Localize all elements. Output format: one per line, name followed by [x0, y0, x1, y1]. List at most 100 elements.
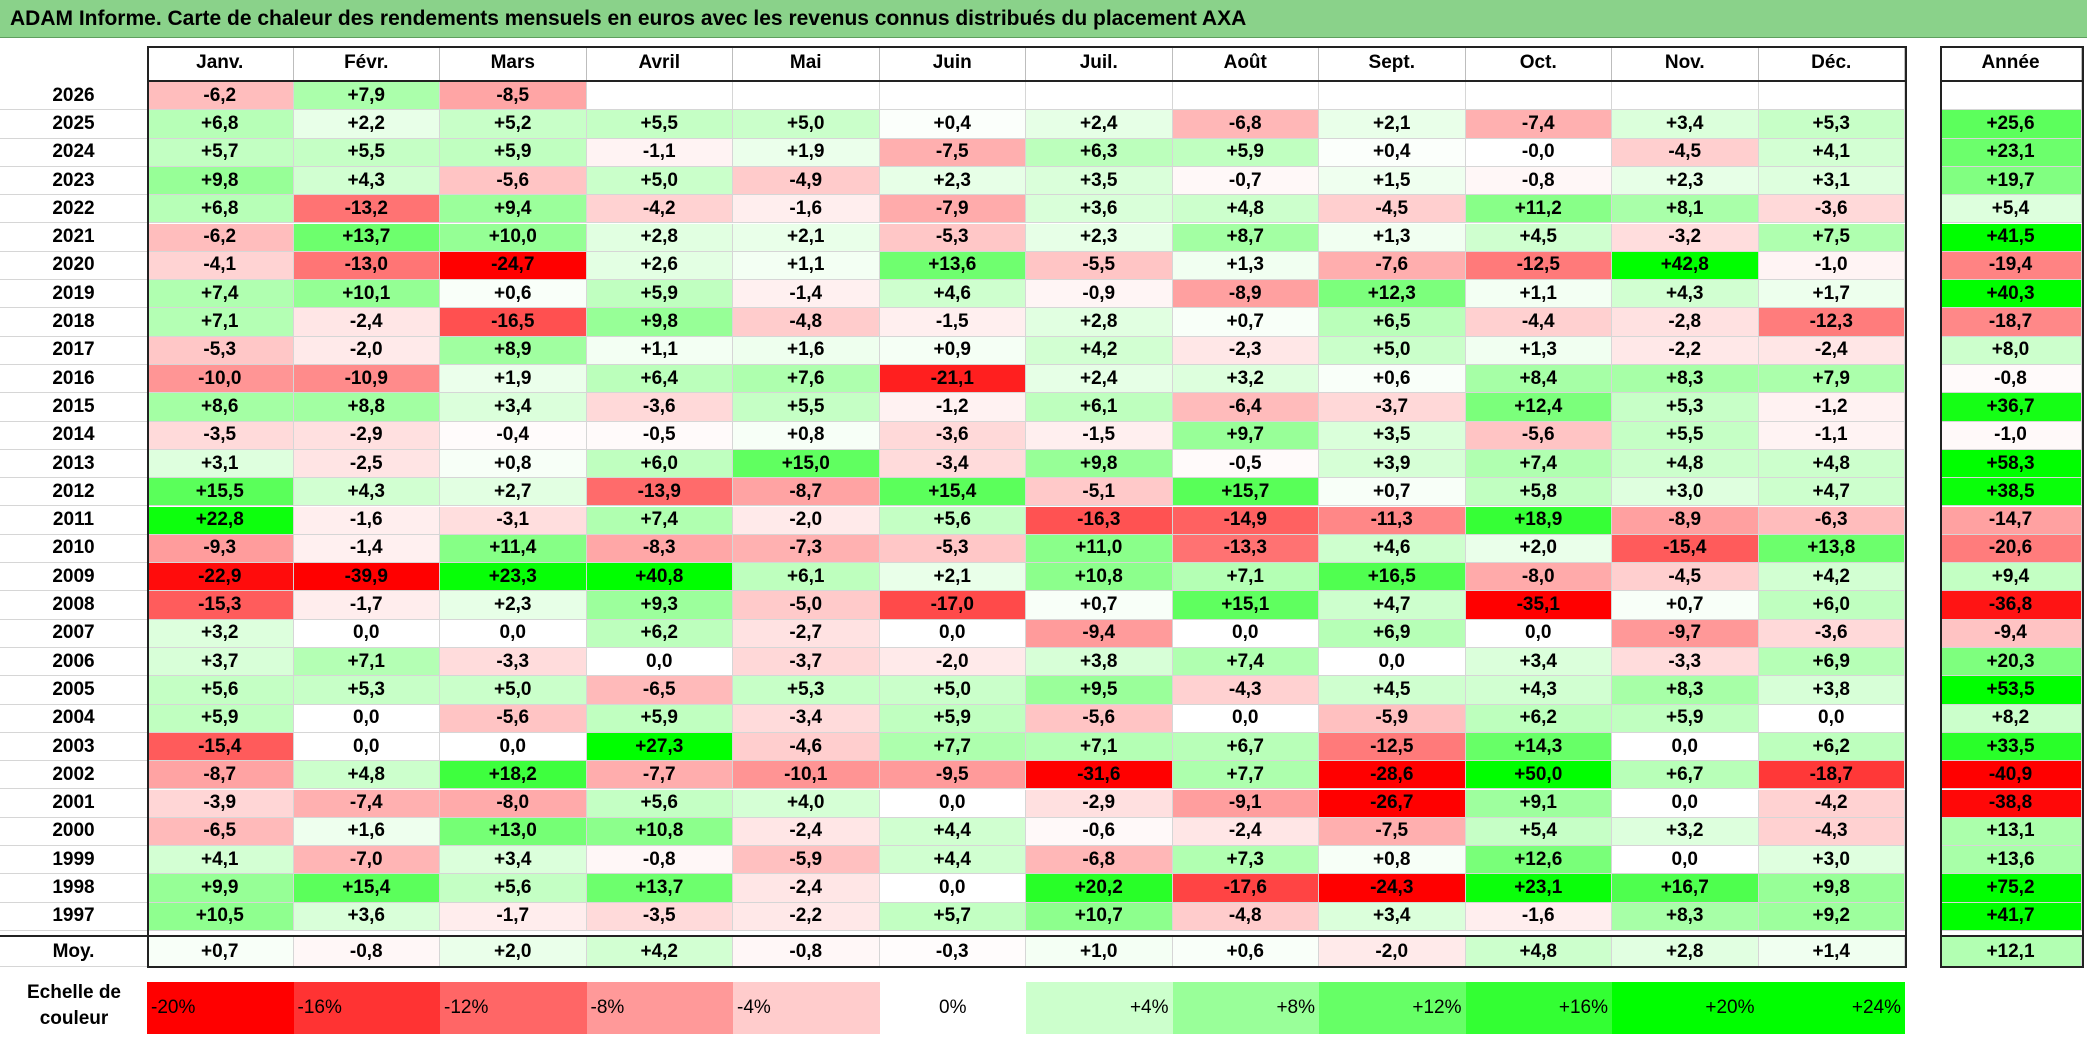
month-header: Oct. [1466, 46, 1612, 80]
heatmap-cell: +12,4 [1465, 393, 1612, 422]
heatmap-cell: +3,2 [1612, 817, 1759, 847]
heatmap-cell: -3,2 [1612, 223, 1759, 252]
color-scale-swatch: +4% [1026, 982, 1173, 1034]
heatmap-cell: +8,8 [293, 393, 440, 422]
heatmap-cell: +2,3 [879, 166, 1026, 196]
annual-cell: +20,3 [1940, 648, 2082, 677]
year-label: 2024 [0, 139, 147, 167]
heatmap-cell: -4,1 [147, 251, 294, 281]
heatmap-cell: -9,1 [1172, 789, 1319, 818]
heatmap-cell: +7,1 [1172, 563, 1319, 592]
heatmap-cell: -3,1 [440, 506, 587, 535]
heatmap-cell: +0,9 [879, 336, 1026, 365]
annual-cell: +58,3 [1940, 449, 2082, 479]
heatmap-cell: +1,6 [733, 336, 880, 365]
heatmap-cell: +10,8 [586, 817, 733, 847]
heatmap-cell: 0,0 [879, 619, 1026, 648]
heatmap-cell: +6,1 [733, 563, 880, 592]
heatmap-cell: -8,9 [1172, 280, 1319, 309]
heatmap-cell [586, 82, 733, 111]
heatmap-cell: 0,0 [1319, 648, 1466, 677]
year-label: 2022 [0, 195, 147, 224]
heatmap-cell: +3,4 [1319, 902, 1466, 931]
heatmap-cell: +2,3 [1026, 223, 1173, 252]
heatmap-cell: +5,3 [293, 676, 440, 705]
heatmap-cell: -8,7 [733, 478, 880, 507]
annual-cell: +33,5 [1940, 732, 2082, 762]
heatmap-cell: -4,3 [1172, 676, 1319, 705]
year-label: 2005 [0, 676, 147, 705]
heatmap-cell: -3,7 [733, 648, 880, 677]
heatmap-cell: -2,8 [1612, 308, 1759, 337]
heatmap-cell: +7,7 [879, 732, 1026, 762]
heatmap-cell: +13,0 [440, 817, 587, 847]
heatmap-cell: +5,5 [1612, 421, 1759, 450]
year-label: 2009 [0, 563, 147, 592]
heatmap-cell: +1,1 [733, 251, 880, 281]
heatmap-cell: +4,1 [147, 846, 294, 875]
heatmap-cell: +6,1 [1026, 393, 1173, 422]
heatmap-cell: -2,5 [293, 449, 440, 479]
heatmap-cell: +4,3 [1612, 280, 1759, 309]
year-label: 2007 [0, 620, 147, 648]
heatmap-cell: 0,0 [293, 732, 440, 762]
heatmap-cell: +2,0 [1465, 534, 1612, 564]
heatmap-cell: +5,9 [1612, 704, 1759, 733]
heatmap-cell: +9,5 [1026, 676, 1173, 705]
annual-cell: +25,6 [1940, 110, 2082, 139]
heatmap-cell: -1,0 [1758, 251, 1905, 281]
heatmap-cell: +1,3 [1319, 223, 1466, 252]
heatmap-cell [1172, 82, 1319, 111]
heatmap-cell: +0,4 [879, 110, 1026, 139]
heatmap-cell: +4,7 [1758, 478, 1905, 507]
heatmap-cell: -4,9 [733, 166, 880, 196]
heatmap-cell: -2,3 [1172, 336, 1319, 365]
heatmap-cell: +3,0 [1612, 478, 1759, 507]
year-label: 2018 [0, 308, 147, 337]
heatmap-cell: -2,2 [1612, 336, 1759, 365]
heatmap-cell: +13,6 [879, 251, 1026, 281]
heatmap-cell: +5,9 [586, 704, 733, 733]
average-divider-annual [1940, 935, 2084, 937]
heatmap-cell: +5,5 [586, 110, 733, 139]
annual-cell: -40,9 [1940, 761, 2082, 790]
year-label: 2021 [0, 224, 147, 252]
heatmap-cell: +11,0 [1026, 534, 1173, 564]
heatmap-cell: +7,4 [1172, 648, 1319, 677]
heatmap-cell: +3,5 [1026, 166, 1173, 196]
heatmap-cell: -3,3 [440, 648, 587, 677]
heatmap-cell: -5,6 [440, 704, 587, 733]
heatmap-cell: -39,9 [293, 563, 440, 592]
annual-cell: +41,7 [1940, 902, 2082, 931]
heatmap-cell: -4,2 [1758, 789, 1905, 818]
heatmap-cell: -3,7 [1319, 393, 1466, 422]
heatmap-cell: -7,5 [879, 138, 1026, 167]
heatmap-cell [1612, 82, 1759, 111]
heatmap-cell: -3,4 [879, 449, 1026, 479]
heatmap-cell: -1,1 [586, 138, 733, 167]
heatmap-cell: +6,0 [1758, 591, 1905, 620]
heatmap-cell: +22,8 [147, 506, 294, 535]
heatmap-cell: -4,5 [1319, 195, 1466, 224]
year-label: 2017 [0, 337, 147, 365]
heatmap-cell: -5,6 [1026, 704, 1173, 733]
heatmap-cell: +0,7 [1172, 308, 1319, 337]
heatmap-cell: 0,0 [1465, 619, 1612, 648]
heatmap-cell: +2,7 [440, 478, 587, 507]
average-annual-cell: +12,1 [1940, 937, 2082, 967]
heatmap-cell: +8,3 [1612, 676, 1759, 705]
annual-cell: +41,5 [1940, 223, 2082, 252]
year-label: 2001 [0, 790, 147, 818]
heatmap-cell: -7,9 [879, 195, 1026, 224]
heatmap-cell: -3,5 [147, 421, 294, 450]
heatmap-cell: +7,9 [293, 82, 440, 111]
color-scale-swatch: +12% [1319, 982, 1466, 1034]
month-header: Avril [587, 46, 733, 80]
heatmap-cell: +8,3 [1612, 365, 1759, 394]
annual-header: Année [1940, 46, 2082, 80]
heatmap-cell: +0,7 [1612, 591, 1759, 620]
heatmap-cell: +6,8 [147, 110, 294, 139]
annual-cell: +8,0 [1940, 336, 2082, 365]
heatmap-cell: +6,4 [586, 365, 733, 394]
heatmap-cell: -4,4 [1465, 308, 1612, 337]
